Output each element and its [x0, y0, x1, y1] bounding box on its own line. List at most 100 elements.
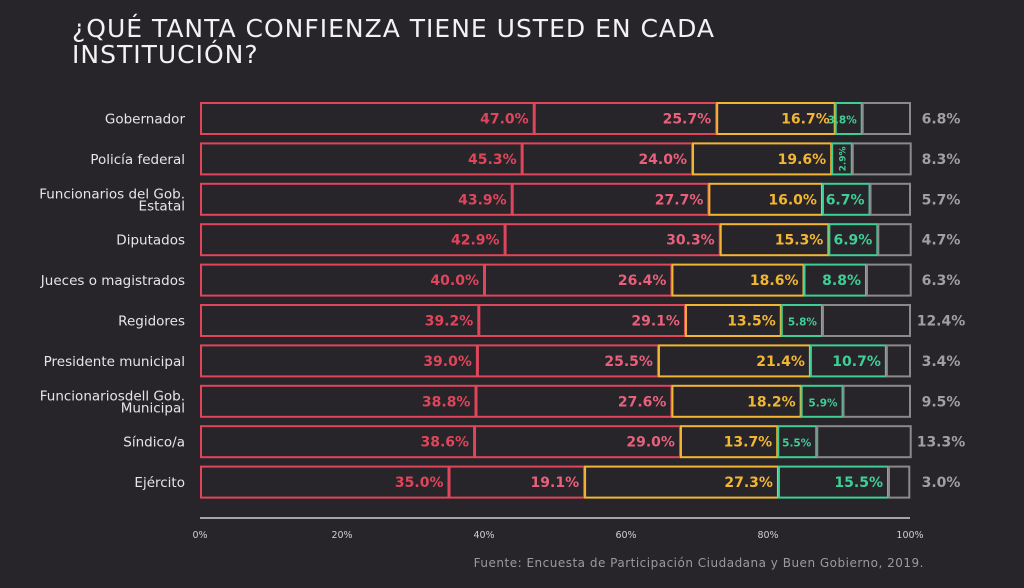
- category-label: Ejército: [134, 475, 185, 491]
- bar-segment: [200, 142, 523, 176]
- category-label: Policía federal: [90, 152, 185, 168]
- data-label: 38.6%: [420, 435, 469, 451]
- data-label: 19.6%: [778, 152, 827, 168]
- x-tick-label: 40%: [473, 530, 494, 541]
- bar-segment: [885, 344, 911, 378]
- data-label: 9.5%: [922, 394, 961, 410]
- bar-segment: [708, 182, 823, 216]
- data-label: 16.0%: [768, 192, 817, 208]
- bar-segment: [684, 304, 782, 337]
- bar-segment: [200, 182, 513, 216]
- bar-segment: [816, 425, 912, 459]
- category-label-line: Funcionarios del Gob.: [39, 186, 185, 202]
- data-label: 15.3%: [775, 233, 824, 249]
- data-label: 18.2%: [747, 394, 796, 410]
- category-label-line: Estatal: [139, 198, 185, 214]
- data-label: 45.3%: [468, 152, 517, 168]
- category-label: Diputados: [116, 233, 185, 249]
- data-label: 5.5%: [782, 438, 812, 450]
- bar-segment: [831, 142, 853, 176]
- data-label: 30.3%: [666, 233, 715, 249]
- x-tick-label: 80%: [757, 530, 778, 541]
- data-label: 10.7%: [832, 354, 881, 370]
- bar-segment: [809, 344, 887, 378]
- data-label: 27.3%: [724, 475, 773, 491]
- category-label-line: Ejército: [134, 475, 185, 491]
- bar-segment: [476, 344, 659, 378]
- category-label-line: Gobernador: [105, 112, 186, 128]
- data-label: 5.9%: [808, 397, 838, 409]
- category-label: Funcionarios del Gob. Estatal: [39, 186, 185, 214]
- data-label: 21.4%: [756, 354, 805, 370]
- data-label: 24.0%: [638, 152, 687, 168]
- x-tick-label: 60%: [615, 530, 636, 541]
- data-label: 3.0%: [922, 475, 961, 491]
- data-label: 15.5%: [834, 475, 883, 491]
- data-label: 38.8%: [422, 394, 471, 410]
- category-label-line: Regidores: [118, 314, 185, 330]
- bar-segment: [584, 465, 779, 499]
- x-tick-label: 100%: [896, 530, 923, 541]
- bar-segment: [834, 102, 863, 135]
- category-label: Presidente municipal: [44, 354, 185, 370]
- data-label: 29.0%: [626, 435, 675, 451]
- x-tick-label: 0%: [192, 530, 207, 541]
- bar-segment: [887, 465, 911, 499]
- bar-segment: [200, 384, 477, 418]
- data-label: 3.8%: [828, 115, 858, 127]
- data-label: 13.5%: [727, 314, 776, 330]
- data-label: 6.8%: [922, 112, 961, 128]
- data-label: 2.9%: [838, 146, 848, 171]
- data-label: 6.7%: [826, 192, 865, 208]
- data-label: 27.7%: [655, 192, 704, 208]
- category-label-line: Policía federal: [90, 152, 185, 168]
- category-label-line: Municipal: [121, 400, 185, 416]
- source-note: Fuente: Encuesta de Participación Ciudad…: [473, 556, 924, 570]
- data-label: 19.1%: [531, 475, 580, 491]
- category-label-line: Funcionariosdell Gob.: [40, 388, 185, 404]
- data-label: 13.3%: [917, 435, 966, 451]
- bar-segment: [200, 425, 476, 459]
- category-label: Funcionariosdell Gob. Municipal: [40, 388, 185, 416]
- bar-segment: [828, 223, 879, 257]
- data-label: 4.7%: [922, 233, 961, 249]
- bar-segment: [877, 223, 912, 257]
- bar-segment: [842, 384, 911, 418]
- data-label: 39.2%: [425, 314, 474, 330]
- data-label: 18.6%: [750, 273, 799, 289]
- data-label: 6.3%: [922, 273, 961, 289]
- category-label-line: Síndico/a: [123, 435, 185, 451]
- data-label: 5.7%: [922, 192, 961, 208]
- bar-segment: [474, 425, 681, 459]
- data-label: 3.4%: [922, 354, 961, 370]
- data-label: 6.9%: [834, 233, 873, 249]
- bar-segment: [821, 304, 912, 337]
- data-label: 40.0%: [430, 273, 479, 289]
- x-tick-label: 20%: [331, 530, 352, 541]
- data-label: 42.9%: [451, 233, 500, 249]
- chart-title: ¿QUÉ TANTA CONFIENZA TIENE USTED EN CADA…: [72, 14, 715, 69]
- data-label: 43.9%: [458, 192, 507, 208]
- bar-segment: [780, 304, 823, 337]
- data-label: 12.4%: [917, 314, 966, 330]
- category-label: Síndico/a: [123, 435, 185, 451]
- data-label: 47.0%: [480, 112, 529, 128]
- bar-segment: [865, 263, 912, 297]
- category-label-line: Diputados: [116, 233, 185, 249]
- bar-segment: [521, 142, 694, 176]
- category-label: Jueces o magistrados: [40, 273, 185, 289]
- bar-segment: [200, 223, 506, 257]
- data-label: 26.4%: [618, 273, 667, 289]
- data-label: 25.7%: [663, 112, 712, 128]
- data-label: 13.7%: [724, 435, 773, 451]
- bar-segment: [504, 223, 721, 257]
- category-label-line: Jueces o magistrados: [40, 273, 185, 289]
- data-label: 16.7%: [781, 112, 830, 128]
- bar-segment: [861, 102, 911, 135]
- data-label: 8.8%: [822, 273, 861, 289]
- bar-segment: [777, 425, 818, 459]
- data-label: 5.8%: [788, 317, 818, 329]
- bar-segment: [851, 142, 912, 176]
- data-label: 39.0%: [423, 354, 472, 370]
